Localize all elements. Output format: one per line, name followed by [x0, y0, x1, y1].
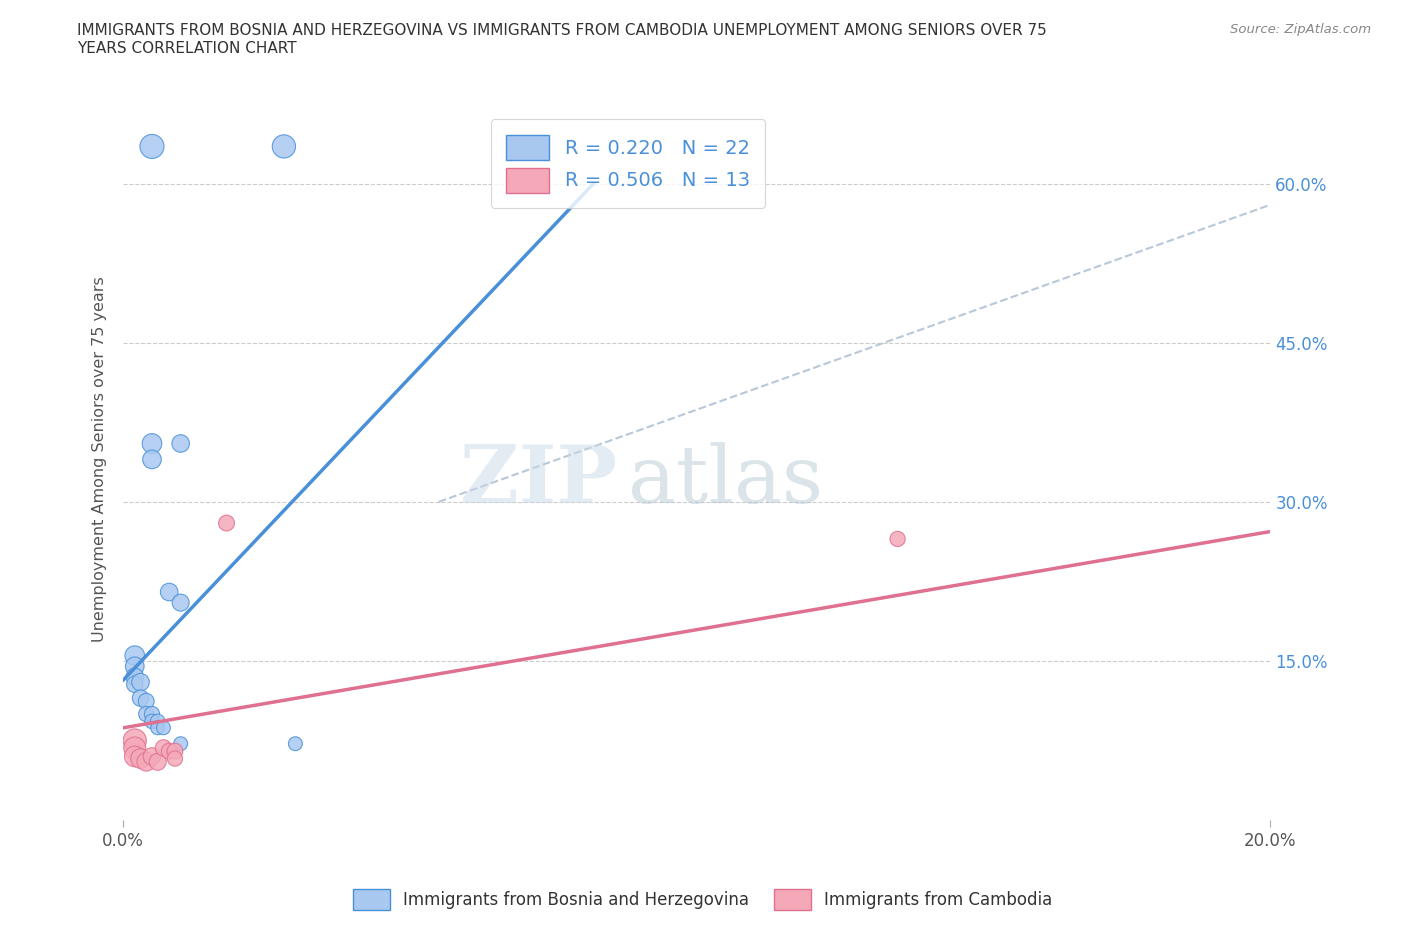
Point [141, 714, 163, 729]
Point [169, 595, 191, 610]
Point [124, 749, 146, 764]
Point [135, 707, 157, 722]
Point [124, 740, 146, 755]
Point [141, 707, 163, 722]
Legend: Immigrants from Bosnia and Herzegovina, Immigrants from Cambodia: Immigrants from Bosnia and Herzegovina, … [347, 883, 1059, 917]
Point [157, 585, 180, 600]
Point [146, 714, 169, 729]
Point [141, 436, 163, 451]
Point [135, 754, 157, 769]
Point [163, 744, 186, 759]
Point [124, 677, 146, 692]
Y-axis label: Unemployment Among Seniors over 75 years: Unemployment Among Seniors over 75 years [93, 276, 107, 643]
Point [135, 694, 157, 709]
Point [124, 658, 146, 673]
Point [129, 675, 152, 690]
Text: atlas: atlas [628, 442, 823, 520]
Text: Source: ZipAtlas.com: Source: ZipAtlas.com [1230, 23, 1371, 36]
Point [129, 751, 152, 766]
Point [124, 733, 146, 748]
Point [163, 751, 186, 766]
Point [284, 737, 307, 751]
Point [146, 754, 169, 769]
Point [146, 721, 169, 736]
Legend: R = 0.220   N = 22, R = 0.506   N = 13: R = 0.220 N = 22, R = 0.506 N = 13 [491, 119, 765, 208]
Point [886, 532, 908, 547]
Point [169, 436, 191, 451]
Point [152, 721, 174, 736]
Point [141, 139, 163, 153]
Point [169, 737, 191, 751]
Text: ZIP: ZIP [460, 442, 617, 520]
Point [129, 691, 152, 706]
Point [273, 139, 295, 153]
Point [141, 452, 163, 467]
Point [124, 648, 146, 663]
Point [157, 744, 180, 759]
Point [215, 515, 238, 530]
Point [152, 740, 174, 755]
Text: IMMIGRANTS FROM BOSNIA AND HERZEGOVINA VS IMMIGRANTS FROM CAMBODIA UNEMPLOYMENT : IMMIGRANTS FROM BOSNIA AND HERZEGOVINA V… [77, 23, 1047, 56]
Point [141, 749, 163, 764]
Point [124, 670, 146, 684]
